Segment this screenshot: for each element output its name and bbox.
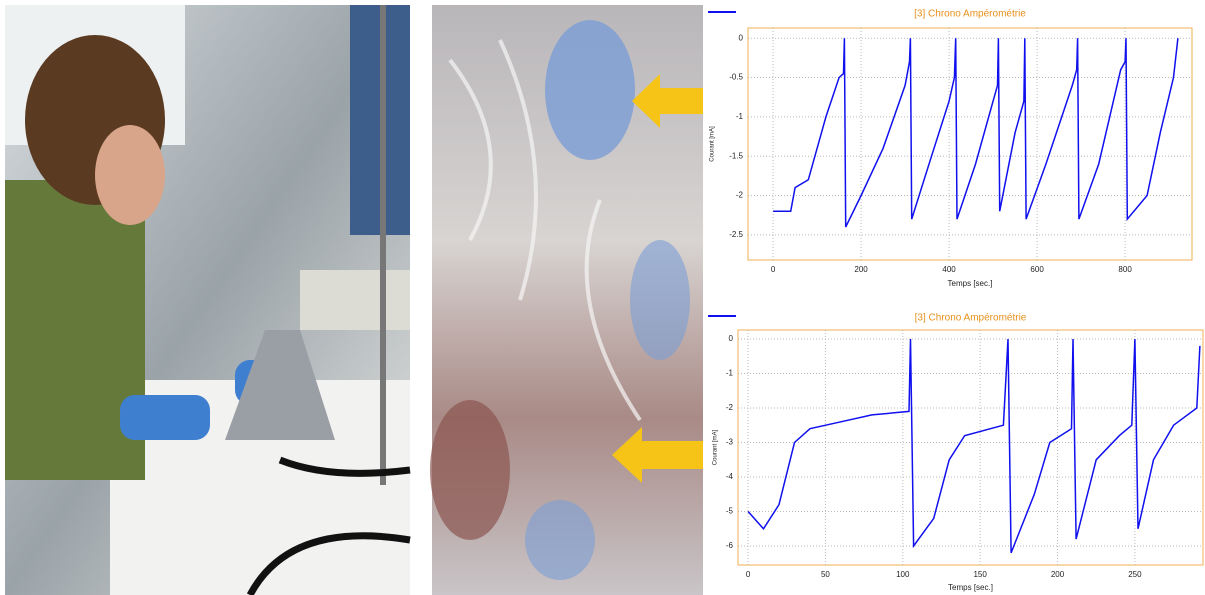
chart-title: [3] Chrono Ampérométrie — [915, 313, 1027, 324]
x-tick-label: 0 — [771, 265, 776, 274]
y-tick-label: 0 — [729, 334, 734, 343]
y-tick-label: -3 — [726, 438, 734, 447]
x-tick-label: 50 — [821, 570, 830, 579]
x-tick-label: 0 — [746, 570, 751, 579]
y-tick-label: -2 — [726, 403, 734, 412]
y-axis-label: Courant [mA] — [713, 430, 719, 466]
scene: [3] Chrono Ampérométrie 0 -0.5 -1 -1.5 -2 -2.5… — [0, 0, 1205, 595]
x-tick-label: 200 — [854, 265, 868, 274]
y-tick-label: 0 — [739, 33, 744, 42]
x-tick-label: 200 — [1051, 570, 1065, 579]
y-tick-label: -6 — [726, 541, 734, 550]
x-axis-label: Temps [sec.] — [948, 279, 993, 288]
x-tick-label: 250 — [1128, 570, 1142, 579]
y-tick-label: -1 — [726, 369, 734, 378]
y-tick-label: -0.5 — [729, 73, 743, 82]
x-tick-label: 400 — [942, 265, 956, 274]
sample-photo — [430, 5, 703, 595]
y-axis-label: Courant [mA] — [710, 126, 716, 162]
x-tick-label: 600 — [1030, 265, 1044, 274]
y-tick-label: -2.5 — [729, 230, 743, 239]
x-axis-label: Temps [sec.] — [948, 583, 993, 592]
lab-photo — [5, 5, 410, 595]
x-tick-label: 800 — [1118, 265, 1132, 274]
x-tick-label: 100 — [896, 570, 910, 579]
chart-title: [3] Chrono Ampérométrie — [914, 9, 1026, 20]
page: {"chart_data": [ {"type": "line", "title… — [0, 0, 1205, 595]
x-tick-label: 150 — [973, 570, 987, 579]
y-tick-label: -4 — [726, 472, 734, 481]
y-tick-label: -1 — [736, 112, 744, 121]
chart: [3] Chrono Ampérométrie 0 -0.5 -1 -1.5 -2 -2.5… — [708, 9, 1192, 288]
y-tick-label: -1.5 — [729, 151, 743, 160]
y-tick-label: -5 — [726, 507, 734, 516]
y-tick-label: -2 — [736, 191, 744, 200]
chart: [3] Chrono Ampérométrie 0 -1 -2 -3 -4 -5 -6 0 50 1… — [708, 313, 1203, 592]
